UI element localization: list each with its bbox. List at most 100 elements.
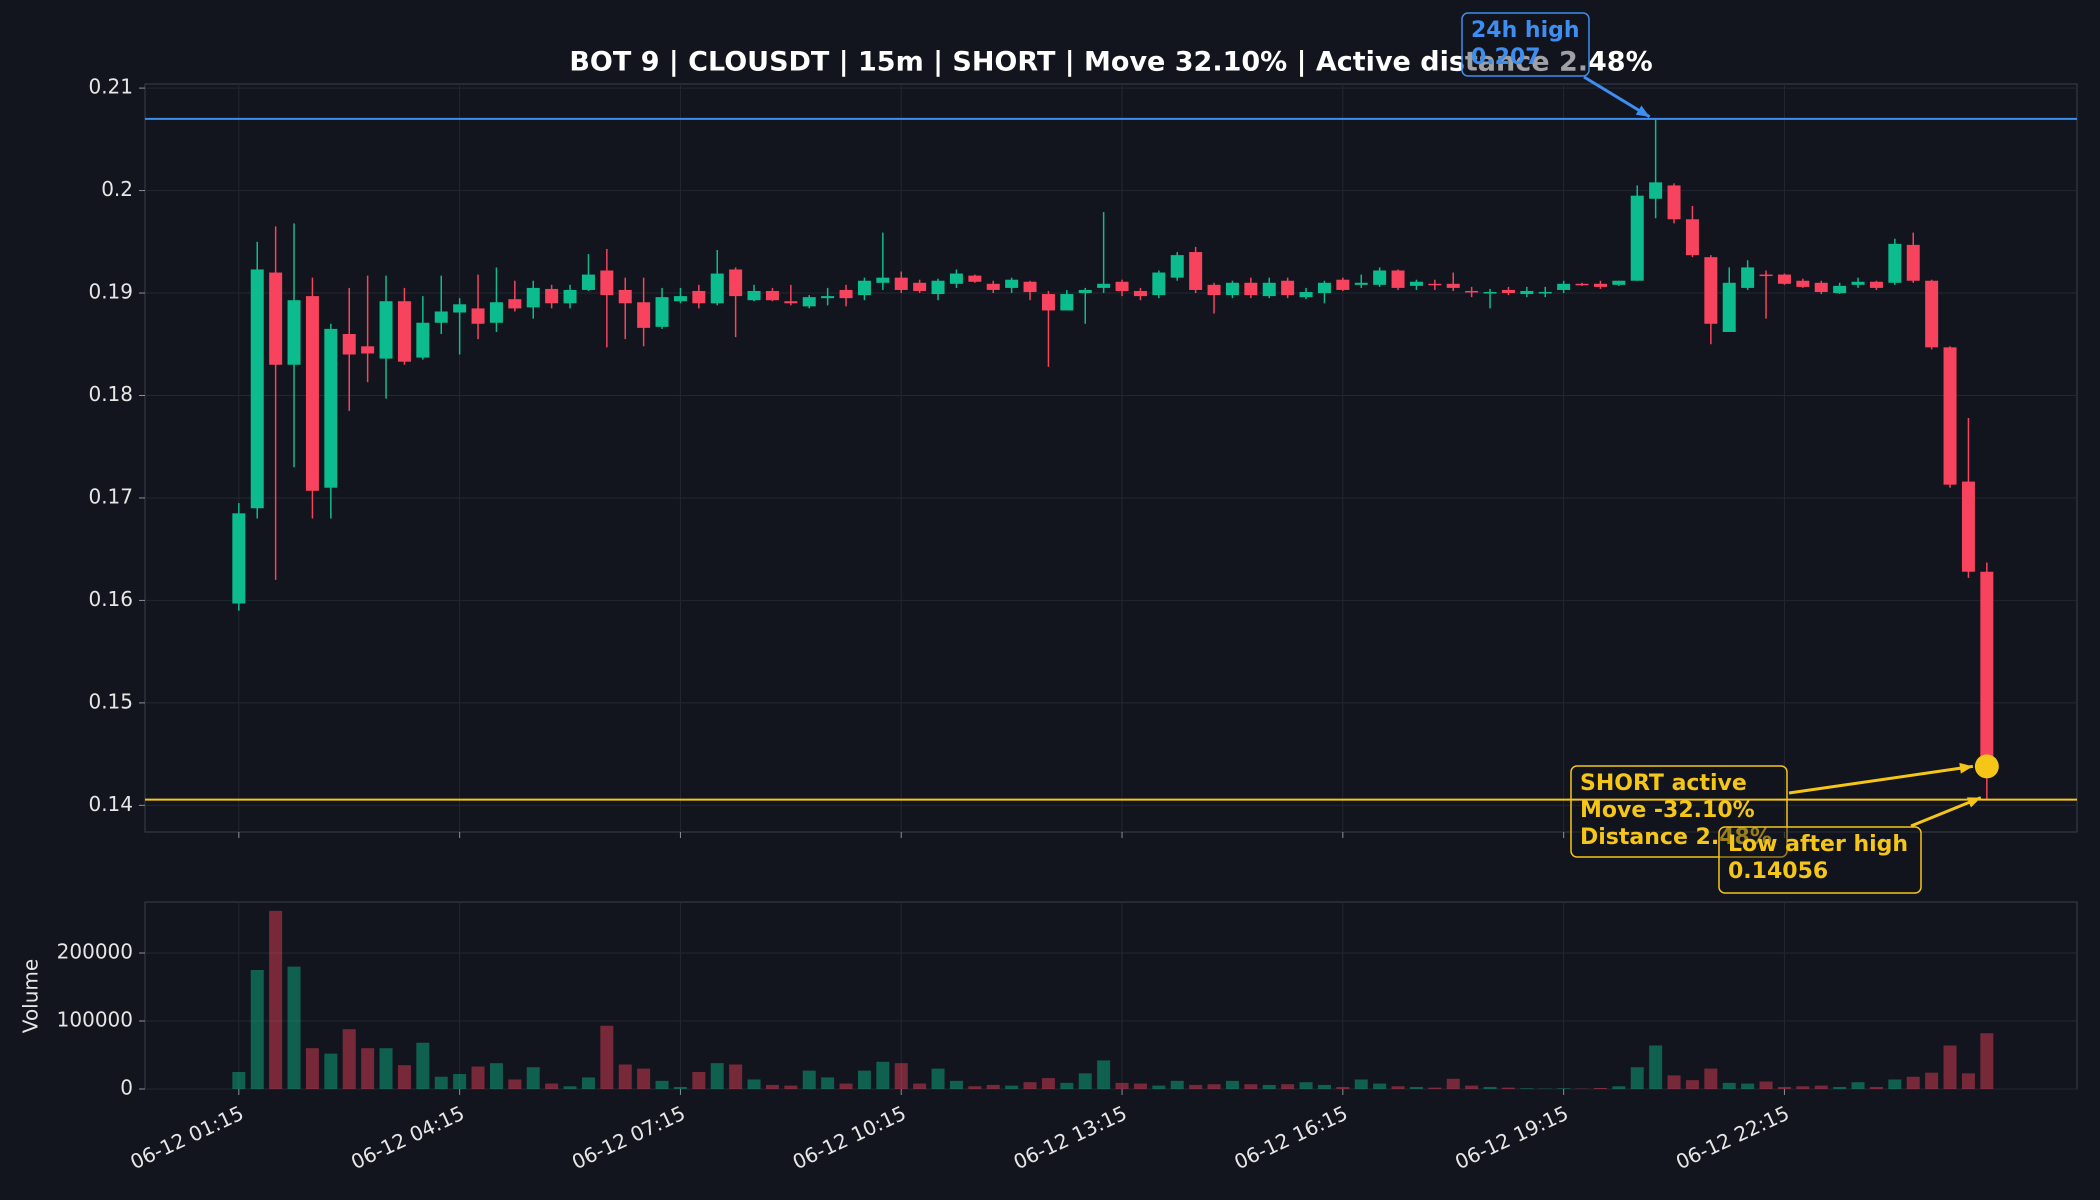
volume-bar bbox=[1373, 1083, 1387, 1089]
candle-body bbox=[1685, 219, 1699, 256]
candle-body bbox=[1152, 272, 1166, 296]
volume-bar bbox=[250, 970, 264, 1089]
candle-body bbox=[453, 304, 467, 313]
volume-bar bbox=[839, 1083, 853, 1089]
candle-body bbox=[1428, 283, 1442, 286]
candle-body bbox=[1593, 283, 1607, 287]
volume-bar bbox=[1649, 1045, 1663, 1089]
volume-bar bbox=[1869, 1086, 1883, 1089]
candle-body bbox=[673, 296, 687, 302]
candle-body bbox=[1612, 280, 1626, 285]
candle-body bbox=[379, 301, 393, 359]
volume-bar bbox=[1465, 1085, 1479, 1089]
candle-body bbox=[1262, 282, 1276, 297]
candle-body bbox=[1722, 282, 1736, 332]
candle-body bbox=[1869, 281, 1883, 288]
volume-bar bbox=[618, 1064, 632, 1089]
volume-bar bbox=[1943, 1045, 1957, 1089]
candle-body bbox=[1796, 280, 1810, 287]
candle-body bbox=[1557, 283, 1571, 290]
volume-bar bbox=[324, 1053, 338, 1089]
candle-body bbox=[1023, 281, 1037, 293]
annotation-text: 0.207 bbox=[1471, 45, 1541, 70]
candle-body bbox=[361, 346, 375, 354]
volume-bar bbox=[1961, 1073, 1975, 1089]
volume-bar bbox=[563, 1086, 577, 1089]
candle-body bbox=[1833, 285, 1847, 294]
candle-body bbox=[1575, 283, 1589, 286]
price-panel bbox=[144, 83, 2078, 833]
volume-bar bbox=[581, 1077, 595, 1089]
volume-bar bbox=[1317, 1084, 1331, 1089]
candle-body bbox=[1501, 289, 1515, 294]
candle-body bbox=[1465, 290, 1479, 293]
y-tick-label: 0.18 bbox=[88, 382, 133, 406]
y-tick-label: 0.19 bbox=[88, 280, 133, 304]
candle-body bbox=[1189, 252, 1203, 290]
volume-bar bbox=[949, 1080, 963, 1089]
candle-body bbox=[637, 302, 651, 328]
candle-body bbox=[839, 289, 853, 299]
volume-bar bbox=[1133, 1083, 1147, 1089]
candle-body bbox=[1207, 284, 1221, 296]
candle-body bbox=[894, 277, 908, 290]
volume-bar bbox=[1336, 1086, 1350, 1089]
y-tick-label: 0 bbox=[120, 1076, 133, 1100]
candle-body bbox=[1814, 282, 1828, 293]
volume-bar bbox=[673, 1086, 687, 1089]
annotation-text: Move -32.10% bbox=[1580, 798, 1755, 823]
volume-bar bbox=[1612, 1086, 1626, 1089]
volume-bar bbox=[1777, 1086, 1791, 1089]
volume-bar bbox=[305, 1048, 319, 1089]
chart-title: BOT 9 | CLOUSDT | 15m | SHORT | Move 32.… bbox=[569, 47, 1652, 78]
candle-body bbox=[1759, 274, 1773, 277]
volume-bar bbox=[1262, 1084, 1276, 1089]
volume-bar bbox=[600, 1025, 614, 1089]
candle-body bbox=[1354, 282, 1368, 285]
candle-body bbox=[1483, 292, 1497, 294]
volume-bar bbox=[692, 1072, 706, 1089]
candle-body bbox=[416, 322, 430, 358]
candle-body bbox=[287, 300, 301, 365]
candle-body bbox=[1667, 185, 1681, 220]
volume-bar bbox=[232, 1072, 246, 1089]
volume-bar bbox=[1170, 1080, 1184, 1089]
volume-bar bbox=[1005, 1085, 1019, 1089]
y-tick-label: 0.14 bbox=[88, 792, 133, 816]
volume-bar bbox=[1152, 1085, 1166, 1089]
candle-body bbox=[250, 269, 264, 509]
candle-body bbox=[729, 269, 743, 297]
volume-bar bbox=[1354, 1079, 1368, 1089]
y-tick-label: 0.2 bbox=[101, 177, 133, 201]
volume-bar bbox=[269, 910, 283, 1089]
y-tick-label: 200000 bbox=[57, 940, 133, 964]
volume-bar bbox=[857, 1070, 871, 1089]
candle-body bbox=[471, 308, 485, 324]
volume-bar bbox=[545, 1083, 559, 1089]
candle-body bbox=[1446, 283, 1460, 288]
volume-bar bbox=[1483, 1086, 1497, 1089]
candle-body bbox=[342, 334, 356, 355]
candle-body bbox=[305, 296, 319, 491]
volume-bar bbox=[1189, 1084, 1203, 1089]
candle-body bbox=[876, 277, 890, 283]
y-tick-label: 0.15 bbox=[88, 689, 133, 713]
volume-bar bbox=[655, 1080, 669, 1089]
volume-bar bbox=[453, 1074, 467, 1089]
candle-body bbox=[1060, 294, 1074, 311]
volume-bar bbox=[1557, 1088, 1571, 1089]
candle-body bbox=[1299, 292, 1313, 298]
candle-body bbox=[618, 289, 632, 304]
volume-bar bbox=[1685, 1080, 1699, 1089]
candle-body bbox=[526, 287, 540, 308]
volume-bar bbox=[1704, 1068, 1718, 1089]
volume-bar bbox=[526, 1067, 540, 1089]
volume-bar bbox=[1925, 1072, 1939, 1089]
volume-bar bbox=[1060, 1082, 1074, 1089]
candle-body bbox=[1005, 279, 1019, 288]
volume-bar bbox=[416, 1042, 430, 1089]
annotation-text: SHORT active bbox=[1580, 771, 1747, 796]
annotation-text: Low after high bbox=[1728, 832, 1908, 857]
candle-body bbox=[489, 302, 503, 323]
